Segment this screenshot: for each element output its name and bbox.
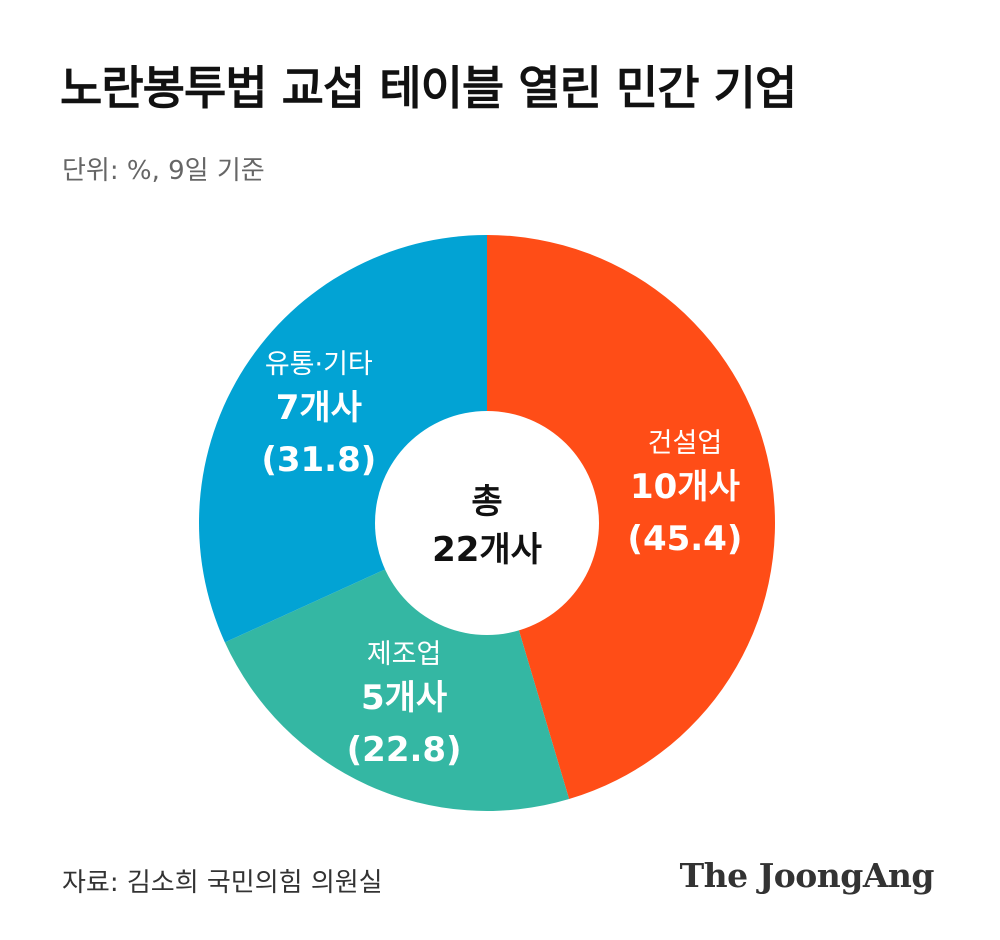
slice-count-label-2: 5개사 — [361, 678, 447, 718]
slice-count-label-1: 10개사 — [630, 467, 740, 507]
center-label-total: 총 — [471, 482, 502, 522]
slice-value-label-2: (22.8) — [347, 730, 462, 770]
slice-name-label-3: 유통·기타 — [265, 349, 373, 380]
joongang-logo: The JoongAng — [679, 856, 935, 895]
donut-hole — [375, 411, 599, 635]
slice-value-label-3: (31.8) — [261, 440, 376, 480]
center-label-count: 22개사 — [432, 530, 542, 570]
unit-note: 단위: %, 9일 기준 — [62, 156, 265, 186]
slice-name-label-2: 제조업 — [367, 639, 442, 670]
slice-name-label-1: 건설업 — [648, 428, 723, 459]
page-title: 노란봉투법 교섭 테이블 열린 민간 기업 — [60, 61, 797, 115]
slice-value-label-1: (45.4) — [627, 519, 742, 559]
donut-slice-1 — [487, 235, 775, 800]
source-note: 자료: 김소희 국민의힘 의원실 — [62, 868, 383, 898]
slice-count-label-3: 7개사 — [276, 388, 362, 428]
